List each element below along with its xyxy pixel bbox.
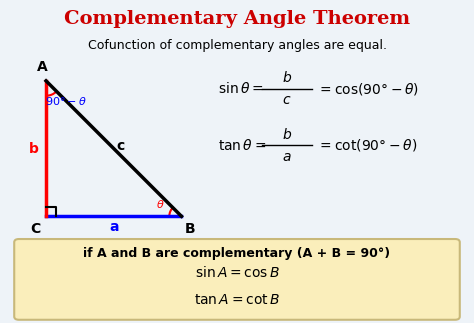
Text: Cofunction of complementary angles are equal.: Cofunction of complementary angles are e… bbox=[88, 39, 386, 52]
Text: $a$: $a$ bbox=[282, 150, 292, 164]
Text: $90°-\theta$: $90°-\theta$ bbox=[45, 95, 87, 107]
Text: a: a bbox=[109, 220, 118, 234]
Text: b: b bbox=[29, 141, 39, 156]
Text: $\theta$: $\theta$ bbox=[156, 198, 164, 210]
Text: $b$: $b$ bbox=[282, 127, 292, 141]
Text: c: c bbox=[117, 139, 125, 153]
Text: $b$: $b$ bbox=[282, 70, 292, 85]
Text: $c$: $c$ bbox=[283, 93, 292, 107]
Text: $=\cot(90°-\theta)$: $=\cot(90°-\theta)$ bbox=[317, 137, 417, 153]
Text: if A and B are complementary (A + B = 90°): if A and B are complementary (A + B = 90… bbox=[83, 247, 391, 260]
Text: $\tan A = \cot B$: $\tan A = \cot B$ bbox=[194, 293, 280, 307]
Text: B: B bbox=[184, 222, 195, 236]
Text: Complementary Angle Theorem: Complementary Angle Theorem bbox=[64, 10, 410, 28]
Text: $\sin A = \cos B$: $\sin A = \cos B$ bbox=[194, 266, 280, 280]
Text: $=\cos(90°-\theta)$: $=\cos(90°-\theta)$ bbox=[317, 81, 419, 97]
Text: A: A bbox=[36, 60, 47, 74]
Text: $\tan\theta=$: $\tan\theta=$ bbox=[218, 138, 266, 153]
Text: C: C bbox=[30, 222, 40, 236]
Text: $\sin\theta=$: $\sin\theta=$ bbox=[218, 81, 264, 96]
